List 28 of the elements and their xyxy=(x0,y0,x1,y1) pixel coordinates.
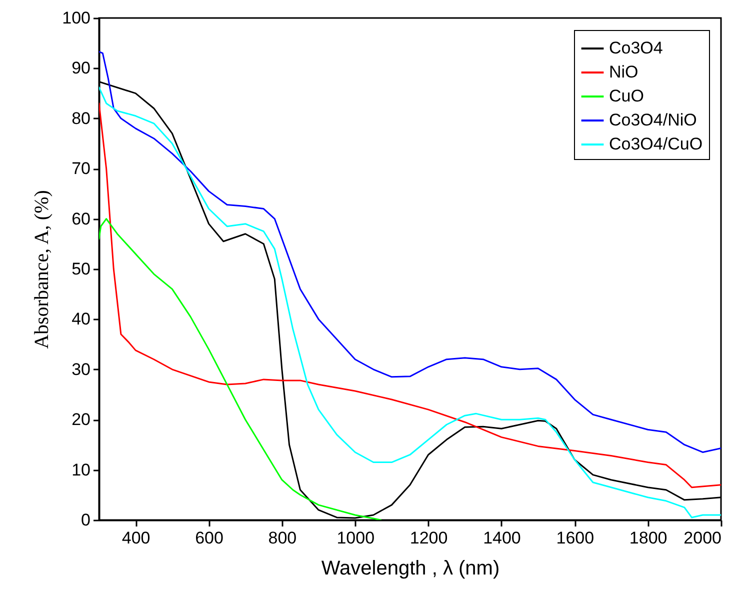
x-tick-label: 1000 xyxy=(336,528,375,548)
x-tick-label: 1800 xyxy=(629,528,668,548)
legend-label: Co3O4 xyxy=(609,38,663,58)
y-tick-label: 20 xyxy=(72,410,90,430)
legend-label: NiO xyxy=(609,62,638,82)
y-tick-label: 0 xyxy=(81,510,90,530)
x-tick-label: 600 xyxy=(195,528,224,548)
x-axis-title: Wavelength , λ (nm) xyxy=(321,558,500,580)
legend-label: CuO xyxy=(609,86,644,106)
y-tick-label: 70 xyxy=(72,159,90,178)
x-tick-label: 1400 xyxy=(483,528,521,548)
y-tick-label: 50 xyxy=(72,260,90,278)
y-tick-label: 90 xyxy=(72,58,90,78)
legend-label: Co3O4/CuO xyxy=(609,134,703,154)
y-axis-title: Absorbance, A, (%) xyxy=(31,190,54,349)
legend-label: Co3O4/NiO xyxy=(609,110,697,130)
x-tick-label: 400 xyxy=(122,528,150,548)
y-tick-label: 100 xyxy=(62,8,90,28)
x-tick-label: 1200 xyxy=(410,528,448,548)
x-tick-label: 1600 xyxy=(556,528,594,548)
y-tick-label: 10 xyxy=(72,460,90,480)
y-tick-label: 40 xyxy=(72,310,90,329)
y-tick-label: 60 xyxy=(72,209,90,228)
x-tick-label: 2000 xyxy=(684,528,722,548)
y-tick-label: 80 xyxy=(72,108,90,128)
line-series xyxy=(99,218,382,520)
y-tick-label: 30 xyxy=(72,360,90,379)
x-tick-label: 800 xyxy=(268,528,297,548)
